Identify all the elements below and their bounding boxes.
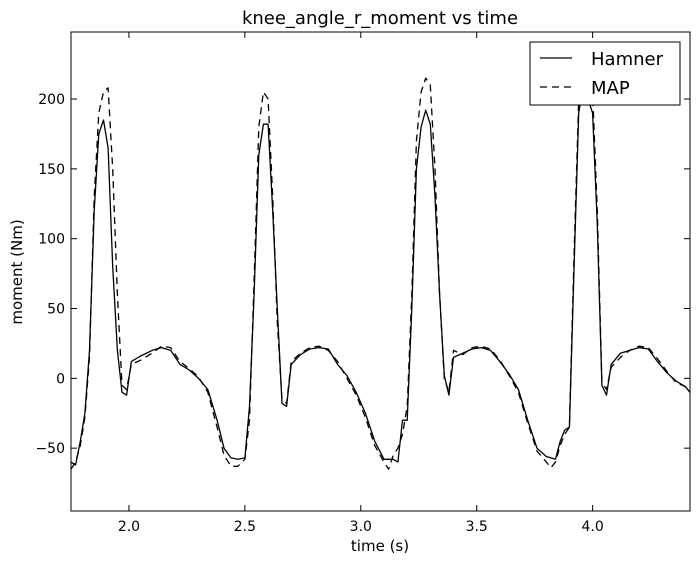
series-line-map (71, 63, 690, 470)
y-tick-label: 0 (56, 371, 65, 387)
y-axis-ticks: −50 0 50 100 150 200 (35, 92, 690, 457)
legend-label-hamner: Hamner (591, 49, 664, 70)
chart-title: knee_angle_r_moment vs time (242, 8, 518, 29)
y-tick-label: 100 (38, 232, 65, 248)
x-tick-label: 2.5 (234, 519, 256, 535)
x-tick-label: 2.0 (118, 519, 140, 535)
y-axis-label: moment (Nm) (8, 219, 26, 324)
y-tick-label: −50 (35, 441, 65, 457)
plot-frame (70, 31, 691, 512)
x-axis-label: time (s) (351, 537, 409, 555)
legend: Hamner MAP (529, 41, 681, 106)
legend-label-map: MAP (591, 78, 630, 99)
x-tick-label: 4.0 (581, 519, 603, 535)
x-tick-label: 3.0 (350, 519, 372, 535)
y-tick-label: 50 (47, 302, 65, 318)
x-tick-label: 3.5 (466, 519, 488, 535)
x-axis-ticks: 2.0 2.5 3.0 3.5 4.0 (118, 32, 604, 535)
legend-box (529, 41, 681, 106)
y-tick-label: 150 (38, 162, 65, 178)
y-tick-label: 200 (38, 92, 65, 108)
